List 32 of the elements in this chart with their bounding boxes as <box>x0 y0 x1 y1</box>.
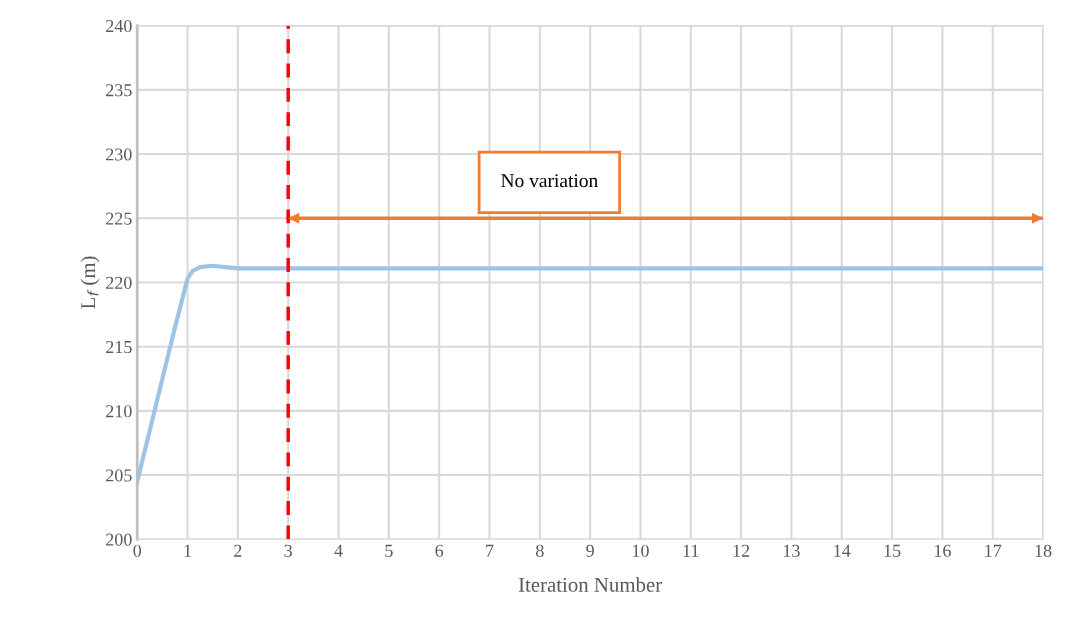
x-tick-label: 11 <box>683 544 699 557</box>
x-tick-label: 0 <box>133 544 142 557</box>
x-axis-title: Iteration Number <box>518 577 662 592</box>
y-tick-label: 225 <box>106 212 132 225</box>
line-series <box>137 263 1044 484</box>
x-tick-label: 17 <box>985 544 1002 557</box>
y-axis-title: L$_{f}$ (m) <box>80 256 100 309</box>
y-tick-label: 235 <box>106 84 132 97</box>
x-tick-label: 7 <box>486 544 494 557</box>
x-tick-label: 2 <box>234 544 242 557</box>
x-tick-label: 10 <box>633 544 649 557</box>
x-tick-label: 14 <box>834 544 851 557</box>
x-tick-label: 1 <box>184 544 191 557</box>
y-tick-label: 230 <box>106 148 132 161</box>
x-tick-label: 5 <box>385 544 393 557</box>
x-tick-label: 3 <box>284 544 292 557</box>
y-tick-label: 215 <box>106 340 132 354</box>
x-tick-label: 8 <box>535 544 544 557</box>
y-tick-label: 205 <box>106 469 132 482</box>
y-tick-label: 220 <box>106 276 132 289</box>
y-tick-label: 240 <box>106 19 132 33</box>
x-tick-label: 18 <box>1035 544 1052 557</box>
x-tick-label: 6 <box>435 544 444 557</box>
x-tick-label: 9 <box>586 544 594 557</box>
y-tick-label: 200 <box>106 533 132 546</box>
annotation: No variation <box>501 174 598 188</box>
x-tick-label: 4 <box>334 544 343 557</box>
x-tick-label: 15 <box>884 544 901 557</box>
x-tick-label: 16 <box>934 544 951 557</box>
x-tick-label: 12 <box>733 544 750 557</box>
y-tick-label: 210 <box>106 405 132 418</box>
x-tick-label: 13 <box>783 544 800 557</box>
